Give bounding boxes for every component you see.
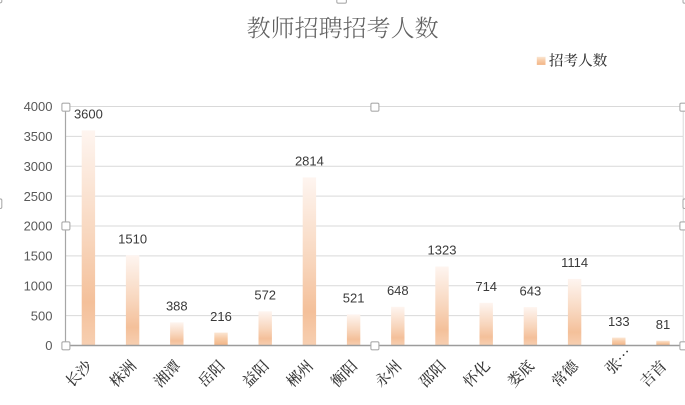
svg-text:572: 572	[254, 288, 276, 303]
svg-text:3000: 3000	[24, 159, 53, 174]
svg-text:0: 0	[45, 338, 52, 353]
svg-text:648: 648	[387, 283, 409, 298]
svg-text:216: 216	[210, 309, 232, 324]
svg-text:500: 500	[31, 308, 53, 323]
svg-text:643: 643	[520, 283, 542, 298]
svg-text:1114: 1114	[561, 255, 588, 270]
svg-text:2000: 2000	[24, 219, 53, 234]
svg-text:3500: 3500	[24, 129, 53, 144]
svg-text:521: 521	[343, 291, 365, 306]
svg-text:81: 81	[656, 317, 670, 332]
svg-text:1500: 1500	[24, 249, 53, 264]
svg-text:1000: 1000	[24, 278, 53, 293]
svg-text:2500: 2500	[24, 189, 53, 204]
svg-text:1510: 1510	[118, 232, 147, 247]
svg-text:4000: 4000	[24, 99, 53, 114]
svg-text:2814: 2814	[295, 154, 324, 169]
svg-text:3600: 3600	[74, 107, 103, 122]
svg-text:388: 388	[166, 299, 188, 314]
svg-text:133: 133	[608, 314, 630, 329]
svg-text:1323: 1323	[428, 243, 457, 258]
svg-text:714: 714	[475, 279, 497, 294]
